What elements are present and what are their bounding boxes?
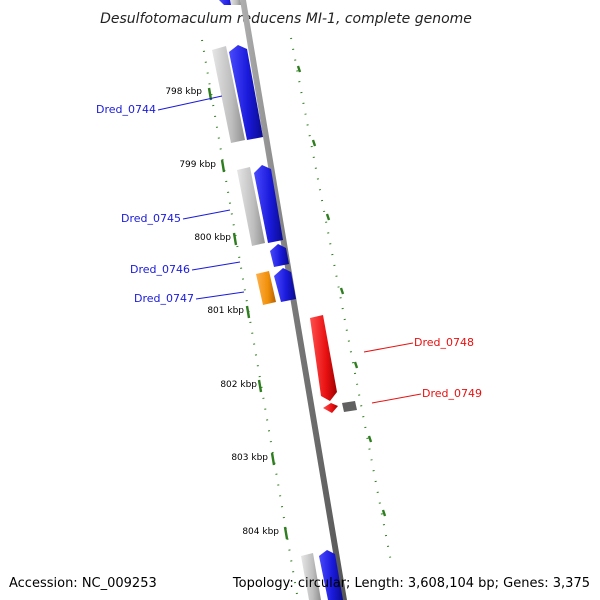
tick-label-804: 804 kbp [242,527,279,537]
gene-dred-0744[interactable] [229,45,263,140]
gene-backing-dred-0745 [237,167,265,246]
forward-callout-lines [157,95,245,300]
topology-text: Topology: circular; Length: 3,608,104 bp… [232,576,590,591]
partial-gene-top-grey [230,0,241,5]
feature-dark-0749[interactable] [342,401,357,412]
tick-label-798: 798 kbp [165,87,202,97]
partial-gene-bottom-blue[interactable] [319,550,343,600]
outer-major-ticks [296,65,387,517]
gene-dred-0746[interactable] [270,244,289,267]
gene-dred-0749[interactable] [323,403,338,413]
gene-backing-dred-0744 [212,46,245,143]
genome-backbone [240,0,347,600]
gene-label-dred-0745[interactable]: Dred_0745 [121,212,181,225]
reverse-callout-lines [363,342,422,404]
accession-text: Accession: NC_009253 [9,576,157,591]
gene-dred-0745[interactable] [254,165,283,243]
map-title: Desulfotomaculum reducens MI-1, complete… [100,11,472,27]
tick-label-800: 800 kbp [194,233,231,243]
partial-gene-bottom-grey [301,553,321,600]
outer-tick-ruler [290,37,393,568]
tick-label-802: 802 kbp [220,380,257,390]
gene-label-dred-0746[interactable]: Dred_0746 [130,263,190,276]
gene-dred-0748[interactable] [310,315,337,401]
gene-label-dred-0744[interactable]: Dred_0744 [96,103,156,116]
feature-orange-0747[interactable] [256,271,276,305]
inner-tick-ruler [201,39,299,600]
tick-label-799: 799 kbp [179,160,216,170]
gene-label-dred-0749[interactable]: Dred_0749 [422,387,482,400]
tick-label-803: 803 kbp [231,453,268,463]
tick-label-801: 801 kbp [207,306,244,316]
gene-label-dred-0747[interactable]: Dred_0747 [134,292,194,305]
gene-label-dred-0748[interactable]: Dred_0748 [414,336,474,349]
gene-dred-0747[interactable] [274,268,296,302]
